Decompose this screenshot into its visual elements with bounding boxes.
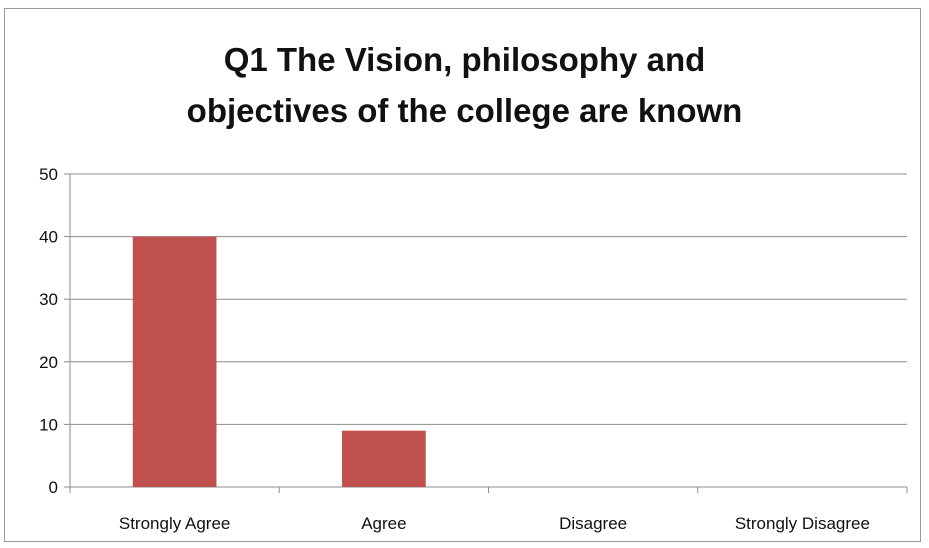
y-tick-label: 50 [39, 165, 58, 184]
bar-agree [342, 430, 426, 487]
y-tick-label: 0 [49, 478, 58, 497]
chart-title: Q1 The Vision, philosophy and objectives… [0, 34, 929, 136]
chart-title-line-2: objectives of the college are known [186, 92, 743, 129]
y-tick-label: 40 [39, 228, 58, 247]
x-category-label: Disagree [559, 514, 627, 533]
x-category-label: Strongly Agree [119, 514, 231, 533]
y-tick-label: 30 [39, 290, 58, 309]
x-category-label: Agree [361, 514, 406, 533]
x-category-label: Strongly Disagree [735, 514, 870, 533]
y-tick-label: 10 [39, 415, 58, 434]
bar-strongly-agree [132, 236, 217, 487]
chart-title-line-1: Q1 The Vision, philosophy and [223, 41, 706, 78]
y-tick-label: 20 [39, 353, 58, 372]
